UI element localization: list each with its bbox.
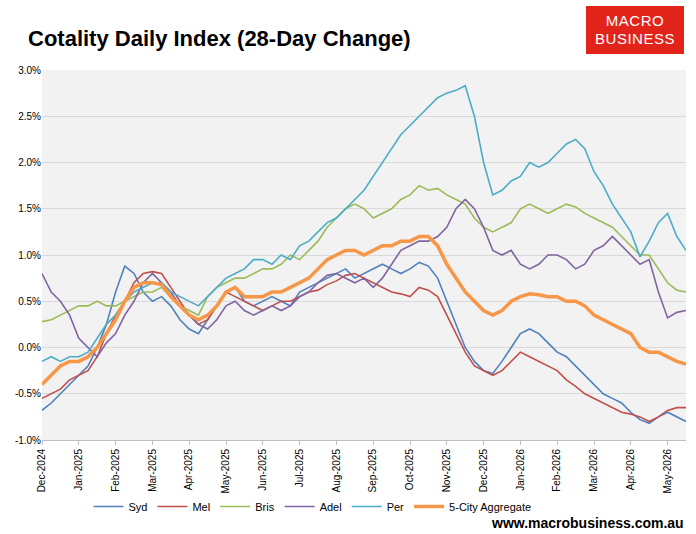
svg-text:2.5%: 2.5% bbox=[18, 111, 41, 122]
html-text:BUSINESS: BUSINESS bbox=[595, 30, 675, 47]
svg-text:2.0%: 2.0% bbox=[18, 157, 41, 168]
svg-text:Mar-2025: Mar-2025 bbox=[147, 449, 158, 492]
svg-text:Cotality Daily Index (28-Day C: Cotality Daily Index (28-Day Change) bbox=[28, 26, 411, 51]
svg-text:Apr-2025: Apr-2025 bbox=[183, 449, 194, 491]
svg-text:Mel: Mel bbox=[192, 501, 210, 513]
svg-text:Aug-2025: Aug-2025 bbox=[331, 449, 342, 493]
svg-text:Per: Per bbox=[387, 501, 404, 513]
svg-text:Feb-2025: Feb-2025 bbox=[110, 449, 121, 492]
svg-text:Dec-2025: Dec-2025 bbox=[478, 449, 489, 493]
svg-text:May-2026: May-2026 bbox=[662, 449, 673, 494]
svg-text:Jul-2025: Jul-2025 bbox=[294, 449, 305, 488]
svg-text:www.macrobusiness.com.au: www.macrobusiness.com.au bbox=[491, 515, 684, 531]
svg-text:Apr-2026: Apr-2026 bbox=[625, 449, 636, 491]
svg-text:0.5%: 0.5% bbox=[18, 296, 41, 307]
svg-text:Syd: Syd bbox=[128, 501, 147, 513]
svg-text:Feb-2026: Feb-2026 bbox=[551, 449, 562, 492]
svg-text:Mar-2026: Mar-2026 bbox=[588, 449, 599, 492]
html-text:MACRO: MACRO bbox=[605, 12, 665, 29]
svg-text:Jan-2025: Jan-2025 bbox=[73, 449, 84, 491]
svg-text:Oct-2025: Oct-2025 bbox=[404, 449, 415, 491]
svg-text:Dec-2024: Dec-2024 bbox=[36, 449, 47, 493]
svg-text:Bris: Bris bbox=[255, 501, 274, 513]
svg-text:Sep-2025: Sep-2025 bbox=[367, 449, 378, 493]
svg-text:1.5%: 1.5% bbox=[18, 203, 41, 214]
svg-text:May-2025: May-2025 bbox=[220, 449, 231, 494]
svg-text:-1.0%: -1.0% bbox=[15, 435, 41, 446]
svg-text:5-City Aggregate: 5-City Aggregate bbox=[449, 501, 531, 513]
svg-text:Jun-2025: Jun-2025 bbox=[257, 449, 268, 491]
svg-text:1.0%: 1.0% bbox=[18, 250, 41, 261]
svg-text:-0.5%: -0.5% bbox=[15, 388, 41, 399]
svg-text:3.0%: 3.0% bbox=[18, 65, 41, 76]
svg-text:Jan-2026: Jan-2026 bbox=[515, 449, 526, 491]
svg-text:0.0%: 0.0% bbox=[18, 342, 41, 353]
svg-text:Adel: Adel bbox=[320, 501, 342, 513]
svg-text:Nov-2025: Nov-2025 bbox=[441, 449, 452, 493]
